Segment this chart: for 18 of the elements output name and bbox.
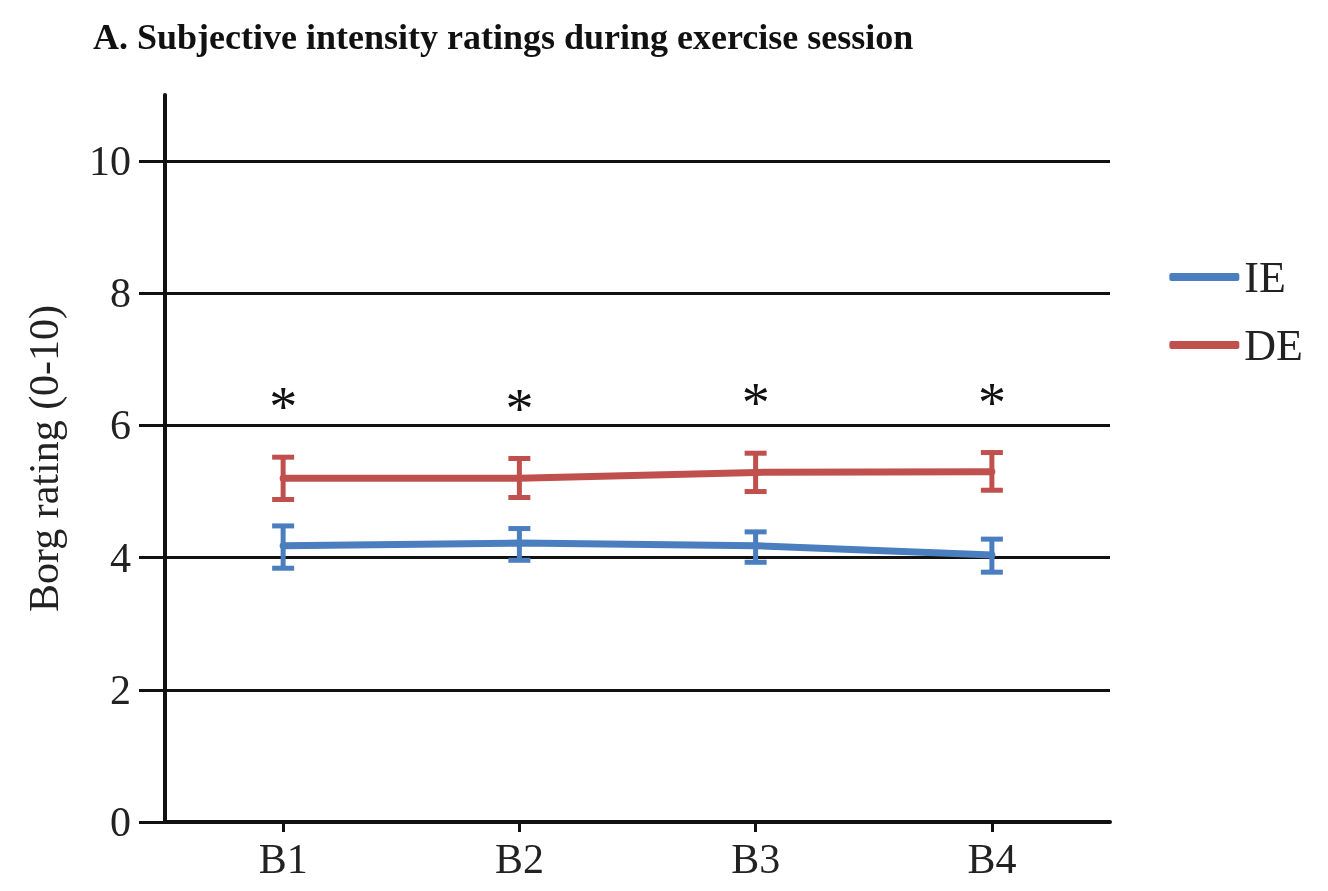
y-axis-title: Borg rating (0-10)	[21, 304, 68, 613]
annotation: *	[269, 376, 298, 439]
x-tick-label: B4	[967, 836, 1017, 882]
annotation: *	[977, 371, 1006, 434]
x-tick-label: B2	[494, 836, 544, 882]
chart-title: A. Subjective intensity ratings during exercise session	[93, 17, 914, 57]
y-tick-label: 0	[110, 799, 131, 845]
y-tick-label: 6	[110, 402, 131, 449]
annotation: *	[505, 377, 534, 440]
y-tick-label: 10	[89, 138, 131, 185]
x-tick-label: B3	[731, 836, 781, 882]
annotation: *	[741, 372, 770, 435]
legend-label: DE	[1244, 320, 1303, 370]
y-tick-label: 8	[110, 270, 131, 317]
y-tick-label: 2	[110, 666, 131, 713]
x-tick-label: B1	[258, 836, 308, 882]
legend-label: IE	[1244, 252, 1286, 302]
y-tick-label: 4	[110, 534, 131, 581]
